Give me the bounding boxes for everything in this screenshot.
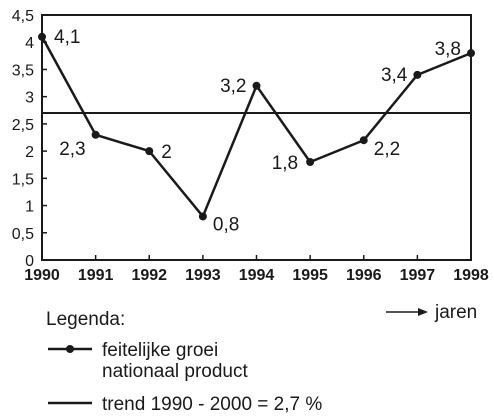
data-label: 3,2 (220, 76, 246, 97)
legend-title: Legenda: (46, 309, 125, 330)
y-tick-label: 0 (25, 253, 34, 270)
y-tick-label: 3 (25, 90, 34, 107)
legend-series-label-line2: nationaal product (102, 361, 248, 382)
data-point (413, 70, 422, 79)
y-tick-label: 4,5 (12, 8, 34, 25)
x-axis-label: jaren (434, 302, 477, 323)
y-tick-label: 4 (25, 35, 34, 52)
y-tick-label: 3,5 (12, 62, 34, 79)
x-tick-label: 1996 (346, 267, 382, 284)
data-label: 1,8 (272, 153, 298, 174)
data-label: 3,4 (381, 65, 408, 86)
series-line (40, 36, 472, 218)
x-tick-label: 1995 (292, 267, 328, 284)
data-label: 2 (161, 142, 172, 163)
y-tick-label: 2 (25, 144, 34, 161)
legend-series-marker (66, 345, 74, 353)
y-tick-label: 1 (25, 199, 34, 216)
x-axis-label-group: jaren (386, 302, 477, 323)
data-point (91, 130, 100, 139)
legend-trend-label: trend 1990 - 2000 = 2,7 % (102, 394, 322, 415)
data-point (198, 212, 207, 221)
series-group: 4,1 2,3 2 0,8 3,2 1,8 2,2 3,4 3,8 (38, 27, 475, 235)
data-point (359, 136, 368, 145)
data-label: 0,8 (213, 214, 239, 235)
data-point (306, 158, 315, 166)
x-tick-label: 1998 (453, 267, 489, 284)
y-tick-label: 0,5 (12, 226, 34, 243)
x-tick-label: 1991 (78, 267, 114, 284)
data-label: 3,8 (435, 39, 461, 60)
legend-series-label-line1: feitelijke groei (102, 340, 218, 361)
data-point (252, 81, 261, 90)
data-label: 4,1 (54, 27, 80, 48)
y-tick-label: 2,5 (12, 117, 34, 134)
legend: Legenda: feitelijke groei nationaal prod… (46, 309, 322, 415)
data-label: 2,2 (374, 139, 400, 160)
data-label: 2,3 (59, 139, 85, 160)
arrow-head-icon (418, 308, 428, 316)
x-tick-label: 1993 (185, 267, 221, 284)
x-tick-label: 1992 (131, 267, 167, 284)
axes: 0 0,5 1 1,5 2 2,5 3 3,5 4 4,5 1990 1991 1992 1993 1994… (12, 8, 489, 284)
x-tick-label: 1997 (400, 267, 436, 284)
y-tick-label: 1,5 (12, 171, 34, 188)
data-point (145, 147, 154, 156)
data-point (467, 49, 475, 58)
x-tick-label: 1990 (24, 267, 60, 284)
x-tick-label: 1994 (239, 267, 275, 284)
data-point (38, 32, 46, 41)
